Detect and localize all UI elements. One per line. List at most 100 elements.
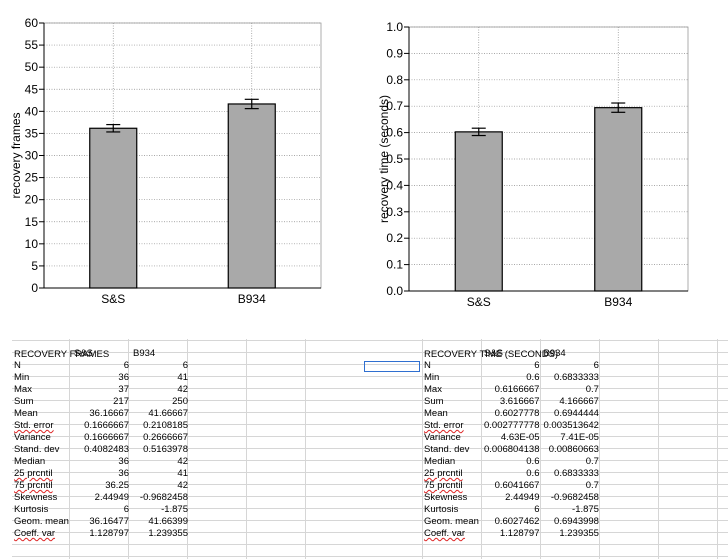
cell-value[interactable]: 0.002777778 <box>484 420 540 431</box>
column-header[interactable]: B934 <box>543 348 566 359</box>
cell-value[interactable]: 6 <box>123 360 129 371</box>
row-label[interactable]: 75 prcntil <box>424 480 463 491</box>
row-label[interactable]: Kurtosis <box>424 504 459 515</box>
cell-value[interactable]: 0.7 <box>585 456 599 467</box>
cell-value[interactable]: 0.1666667 <box>84 432 129 443</box>
cell-value[interactable]: 0.2108185 <box>143 420 188 431</box>
cell-value[interactable]: 0.6027462 <box>494 516 540 527</box>
row-label[interactable]: Skewness <box>424 492 468 503</box>
row-label[interactable]: Geom. mean <box>424 516 479 527</box>
row-label[interactable]: Max <box>424 384 442 395</box>
row-label[interactable]: Stand. dev <box>14 444 60 455</box>
cell-value[interactable]: 0.6833333 <box>554 468 599 479</box>
cell-value[interactable]: 0.6166667 <box>494 384 540 395</box>
row-label[interactable]: Stand. dev <box>424 444 470 455</box>
row-label[interactable]: Sum <box>14 396 34 407</box>
row-label[interactable]: Coeff. var <box>14 528 56 539</box>
table-row: Mean 0.6027778 0.6944444 <box>422 408 601 420</box>
row-label[interactable]: Std. error <box>424 420 464 431</box>
row-label[interactable]: Skewness <box>14 492 58 503</box>
cell-value[interactable]: 250 <box>172 396 188 407</box>
cell-value[interactable]: 0.003513642 <box>543 420 599 431</box>
error-bar <box>611 102 626 113</box>
cell-value[interactable]: 1.128797 <box>499 528 540 539</box>
cell-value[interactable]: 0.7 <box>585 480 599 491</box>
cell-value[interactable]: 3.616667 <box>499 396 540 407</box>
cell-value[interactable]: 36 <box>118 468 129 479</box>
row-label[interactable]: Std. error <box>14 420 54 431</box>
cell-value[interactable]: 7.41E-05 <box>560 432 599 443</box>
cell-value[interactable]: 36.16477 <box>89 516 129 527</box>
row-label[interactable]: Median <box>424 456 456 467</box>
row-label[interactable]: N <box>14 360 21 371</box>
cell-value[interactable]: 1.128797 <box>89 528 129 539</box>
cell-value[interactable]: 41 <box>177 372 188 383</box>
cell-value[interactable]: 0.006804138 <box>484 444 540 455</box>
cell-value[interactable]: 41 <box>177 468 188 479</box>
recovery-frames-sheet[interactable]: RECOVERY FRAMES S&S B934 N 6 6 Min 36 41 Max 37 42… <box>12 339 364 559</box>
cell-value[interactable]: 6 <box>534 504 540 515</box>
cell-value[interactable]: 36.25 <box>105 480 129 491</box>
row-label[interactable]: Variance <box>14 432 51 443</box>
cell-value[interactable]: 6 <box>123 504 129 515</box>
row-label[interactable]: N <box>424 360 431 371</box>
row-label[interactable]: 75 prcntil <box>14 480 53 491</box>
cell-value[interactable]: 0.6 <box>526 372 540 383</box>
cell-value[interactable]: 36 <box>118 456 129 467</box>
cell-value[interactable]: 4.166667 <box>559 396 599 407</box>
cell-value[interactable]: 0.6 <box>526 468 540 479</box>
cell-value[interactable]: 1.239355 <box>559 528 599 539</box>
cell-value[interactable]: -1.875 <box>572 504 599 515</box>
row-label[interactable]: 25 prcntil <box>14 468 53 479</box>
cell-value[interactable]: 2.44949 <box>505 492 540 503</box>
cell-value[interactable]: 0.6041667 <box>494 480 540 491</box>
cell-value[interactable]: 6 <box>534 360 540 371</box>
cell-value[interactable]: 42 <box>177 384 188 395</box>
cell-value[interactable]: 0.6944444 <box>554 408 599 419</box>
row-label[interactable]: Variance <box>424 432 461 443</box>
selected-cell[interactable] <box>364 361 420 372</box>
cell-value[interactable]: 0.2666667 <box>143 432 188 443</box>
error-bar <box>471 127 486 137</box>
cell-value[interactable]: 36.16667 <box>89 408 129 419</box>
cell-value[interactable]: -0.9682458 <box>550 492 599 503</box>
cell-value[interactable]: 2.44949 <box>94 492 129 503</box>
cell-value[interactable]: 217 <box>113 396 129 407</box>
row-label[interactable]: Mean <box>14 408 38 419</box>
row-label[interactable]: Median <box>14 456 46 467</box>
cell-value[interactable]: 0.5163978 <box>143 444 188 455</box>
recovery-time-sheet[interactable]: RECOVERY TIME (SECONDS) S&S B934 N 6 6 Min 0.6… <box>364 339 728 559</box>
column-header[interactable]: S&S <box>74 348 94 359</box>
row-label[interactable]: Kurtosis <box>14 504 49 515</box>
row-label[interactable]: Min <box>14 372 30 383</box>
row-label[interactable]: Geom. mean <box>14 516 69 527</box>
cell-value[interactable]: 0.7 <box>585 384 599 395</box>
cell-value[interactable]: 41.66667 <box>148 408 188 419</box>
cell-value[interactable]: 4.63E-05 <box>500 432 540 443</box>
column-header[interactable]: B934 <box>133 348 156 359</box>
cell-value[interactable]: 42 <box>177 480 188 491</box>
cell-value[interactable]: 1.239355 <box>148 528 188 539</box>
row-label[interactable]: Max <box>14 384 32 395</box>
cell-value[interactable]: 0.00860663 <box>548 444 599 455</box>
cell-value[interactable]: 42 <box>177 456 188 467</box>
cell-value[interactable]: -1.875 <box>161 504 188 515</box>
row-label[interactable]: Sum <box>424 396 444 407</box>
cell-value[interactable]: 0.6 <box>526 456 540 467</box>
cell-value[interactable]: 0.4082483 <box>84 444 129 455</box>
cell-value[interactable]: 6 <box>182 360 188 371</box>
cell-value[interactable]: -0.9682458 <box>139 492 188 503</box>
cell-value[interactable]: 0.6833333 <box>554 372 599 383</box>
cell-value[interactable]: 0.6027778 <box>494 408 540 419</box>
column-header[interactable]: S&S <box>484 348 504 359</box>
row-label[interactable]: Mean <box>424 408 448 419</box>
cell-value[interactable]: 36 <box>118 372 129 383</box>
cell-value[interactable]: 41.66399 <box>148 516 188 527</box>
cell-value[interactable]: 37 <box>118 384 129 395</box>
cell-value[interactable]: 0.1666667 <box>84 420 129 431</box>
cell-value[interactable]: 0.6943998 <box>554 516 599 527</box>
row-label[interactable]: 25 prcntil <box>424 468 463 479</box>
row-label[interactable]: Coeff. var <box>424 528 466 539</box>
row-label[interactable]: Min <box>424 372 440 383</box>
cell-value[interactable]: 6 <box>593 360 599 371</box>
